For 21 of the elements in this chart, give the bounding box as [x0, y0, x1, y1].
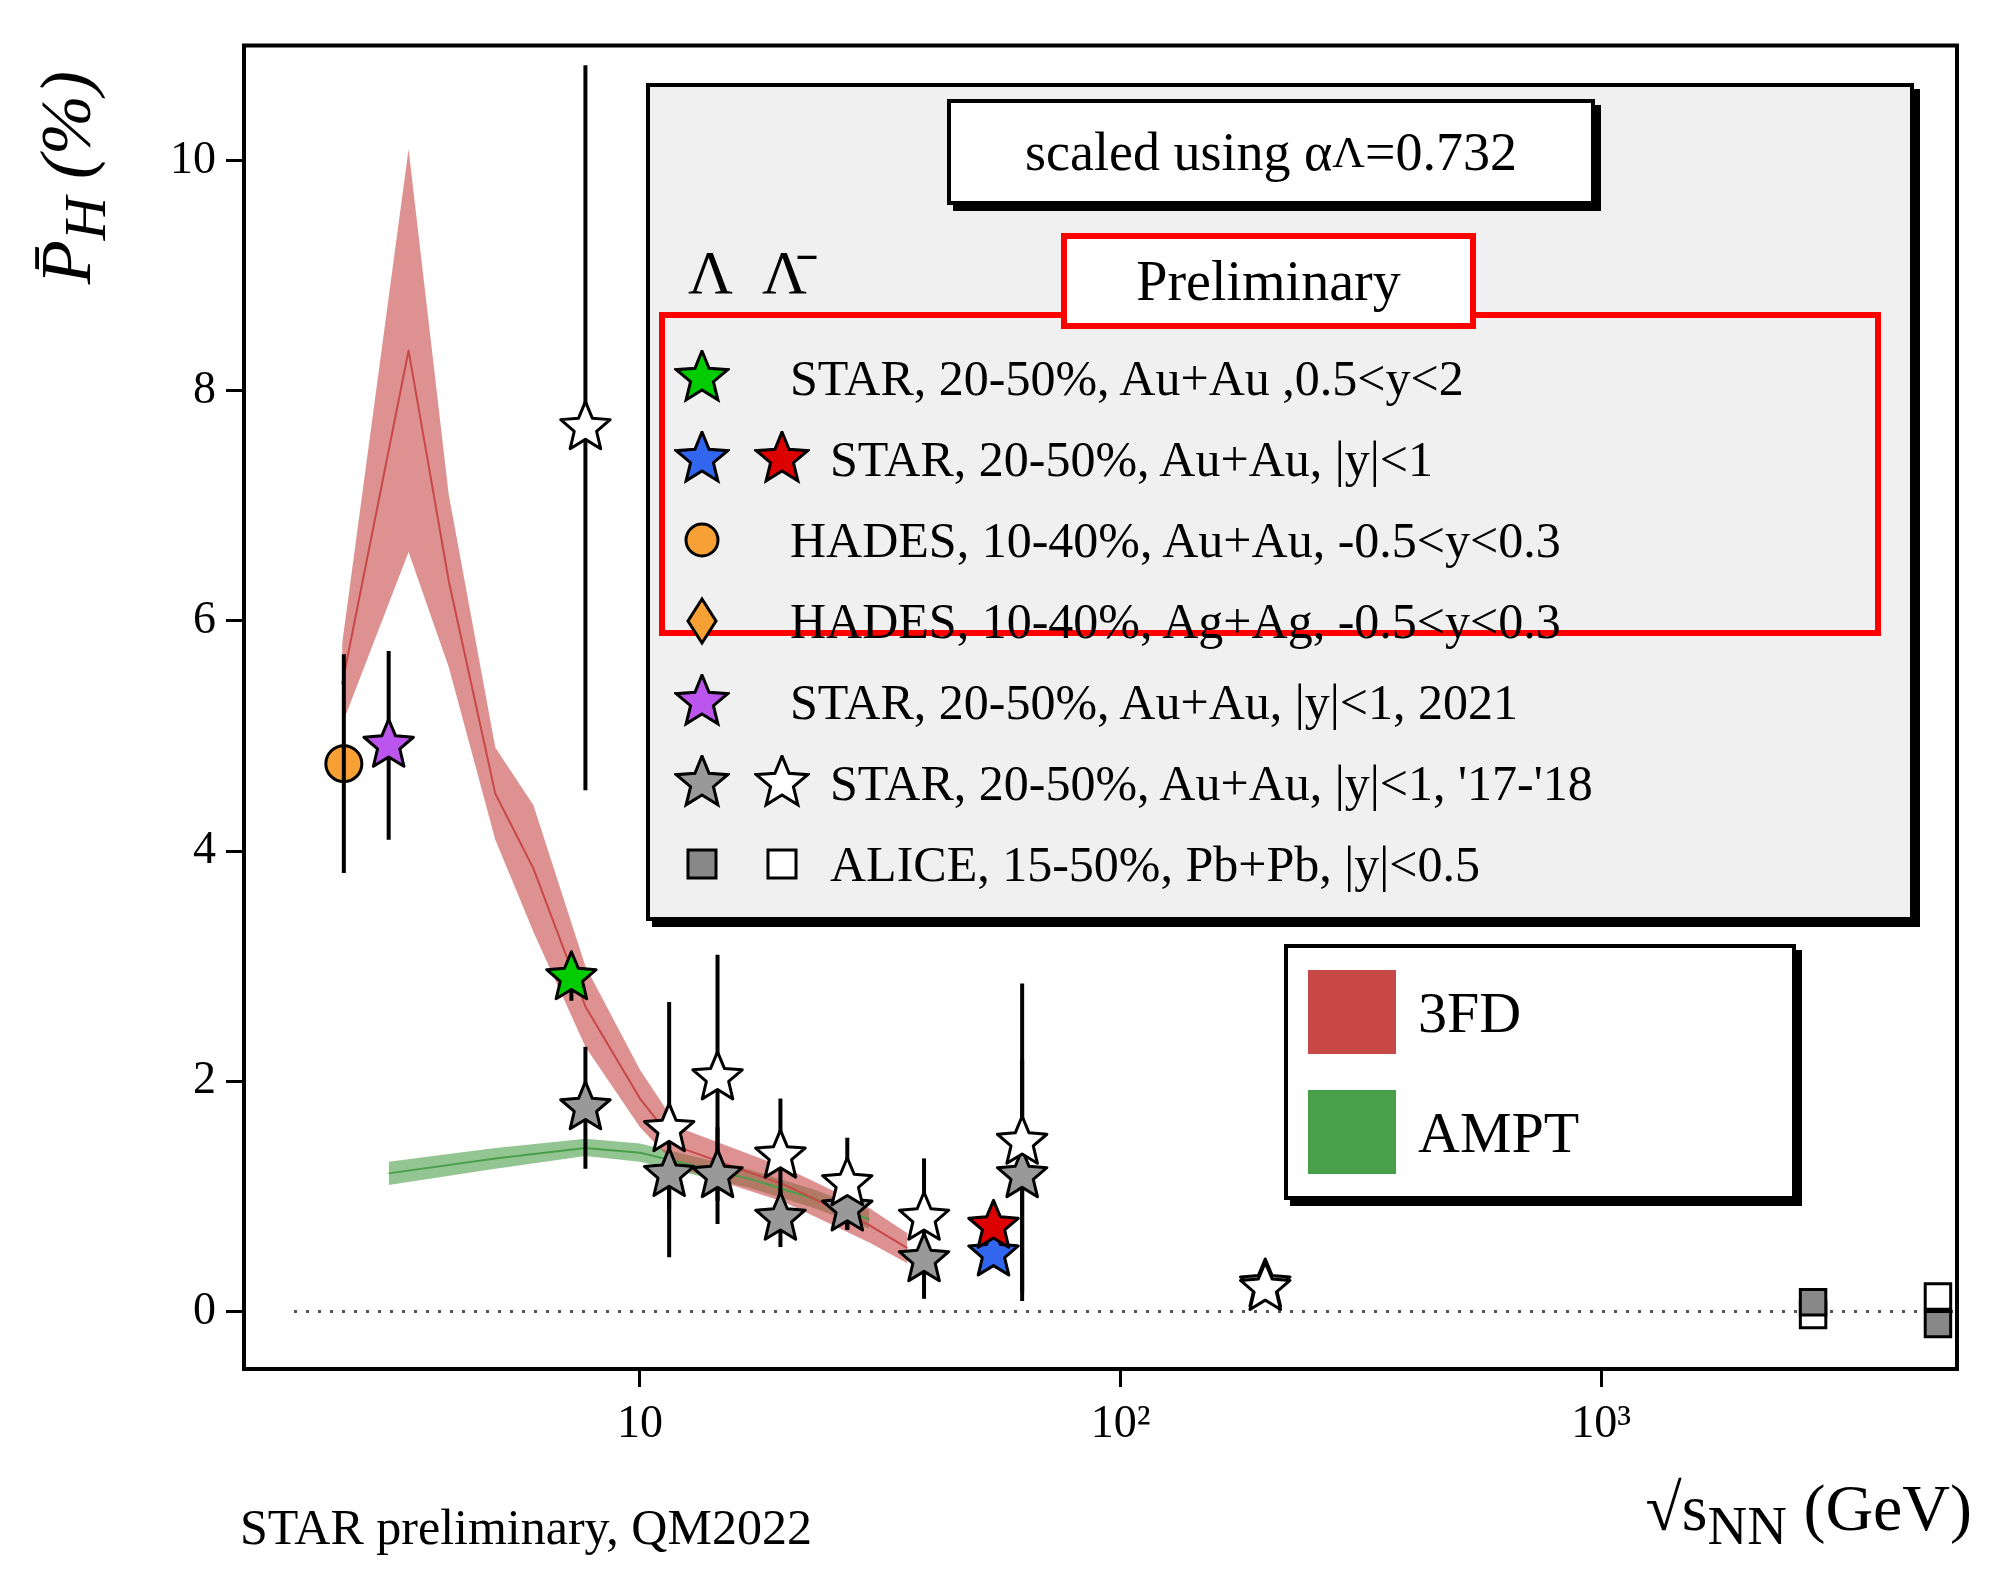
x-tick-label: 10 — [616, 1395, 663, 1447]
y-tick-label: 6 — [193, 592, 216, 644]
legend-label: STAR, 20-50%, Au+Au, |y|<1, 2021 — [790, 672, 1518, 731]
y-tick-label: 8 — [193, 361, 216, 413]
annotation: Preliminary — [1061, 233, 1476, 329]
legend-label: ALICE, 15-50%, Pb+Pb, |y|<0.5 — [830, 834, 1481, 893]
legend-label: STAR, 20-50%, Au+Au, |y|<1, '17-'18 — [830, 753, 1593, 812]
y-tick-label: 10 — [170, 131, 216, 183]
y-tick-label: 4 — [193, 822, 216, 874]
y-tick-label: 2 — [193, 1052, 216, 1104]
x-tick-label: 10³ — [1571, 1395, 1632, 1447]
x-tick-label: 10² — [1090, 1395, 1151, 1447]
annotation: Λ — [688, 237, 733, 308]
legend-label: HADES, 10-40%, Au+Au, -0.5<y<0.3 — [790, 510, 1561, 569]
x-axis-title: √s$_{NN}$ (GeV) — [1645, 1470, 1972, 1558]
legend-label: STAR, 20-50%, Au+Au ,0.5<y<2 — [790, 348, 1464, 407]
legend-label: AMPT — [1418, 1098, 1580, 1166]
legend-label: 3FD — [1418, 978, 1522, 1046]
legend-label: STAR, 20-50%, Au+Au, |y|<1 — [830, 429, 1433, 488]
text: STAR preliminary, QM2022 — [240, 1498, 812, 1556]
y-tick-label: 0 — [193, 1282, 216, 1334]
